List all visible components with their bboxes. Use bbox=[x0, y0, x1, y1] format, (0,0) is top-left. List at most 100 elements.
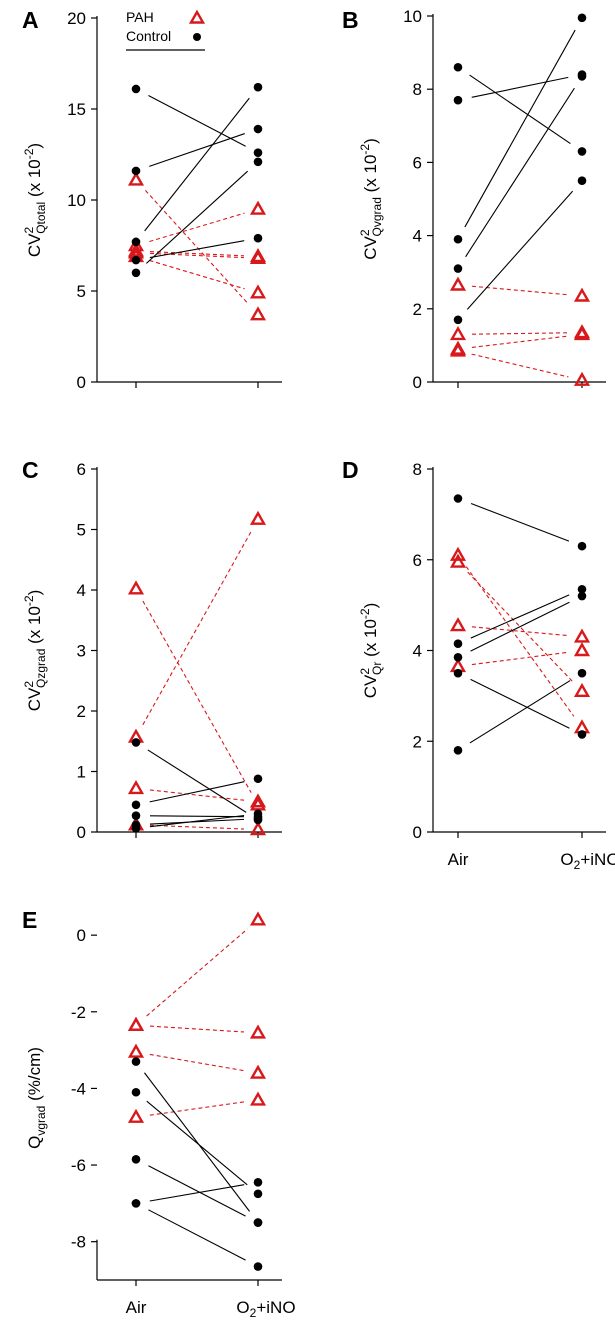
pah-point-o2-ino bbox=[249, 796, 267, 811]
legend-marker-pah bbox=[188, 9, 206, 24]
pah-point-o2-ino bbox=[249, 793, 267, 808]
pah-point-o2-ino bbox=[249, 510, 267, 525]
pah-connector-line bbox=[149, 1025, 245, 1033]
control-point-air bbox=[131, 811, 141, 820]
pah-point-air bbox=[127, 171, 145, 186]
pah-point-o2-ino bbox=[249, 284, 267, 299]
pah-connector-line bbox=[149, 1101, 245, 1116]
control-point-o2-ino bbox=[253, 1177, 263, 1187]
pah-point-o2-ino bbox=[249, 1091, 267, 1106]
control-point-air bbox=[453, 653, 463, 662]
control-connector-line bbox=[464, 29, 576, 228]
y-tick-label: 6 bbox=[413, 153, 422, 172]
pah-connector-line bbox=[471, 651, 569, 666]
pah-connector-line bbox=[149, 824, 245, 830]
legend: PAH Control bbox=[126, 9, 206, 51]
pah-connector-line bbox=[471, 353, 569, 378]
panel-b: B 0 2 4 6 8 10 CV2Qvgrad (x 10-2) bbox=[342, 7, 606, 392]
control-connector-line bbox=[148, 1165, 246, 1217]
control-connector-line bbox=[146, 1100, 248, 1186]
control-point-o2-ino bbox=[577, 13, 587, 23]
y-tick-label: 8 bbox=[413, 460, 422, 479]
control-point-o2-ino bbox=[577, 147, 587, 156]
y-axis-label: CV2Qtotal (x 10-2) bbox=[22, 143, 48, 257]
control-point-o2-ino bbox=[253, 124, 263, 134]
control-point-air bbox=[131, 1155, 141, 1164]
control-connector-line bbox=[471, 76, 569, 98]
y-tick-label: 0 bbox=[77, 823, 86, 842]
control-point-air bbox=[453, 639, 463, 648]
pah-point-o2-ino bbox=[573, 682, 591, 698]
control-point-air bbox=[453, 95, 463, 105]
pah-point-air bbox=[127, 780, 145, 795]
panel-letter: C bbox=[22, 457, 39, 483]
control-connector-line bbox=[149, 1184, 245, 1202]
y-tick-label: 2 bbox=[413, 732, 422, 751]
y-axis-label: CV2Qzgrad (x 10-2) bbox=[22, 590, 48, 712]
pah-point-o2-ino bbox=[573, 287, 591, 302]
x-tick-label-air: Air bbox=[448, 850, 469, 869]
control-point-o2-ino bbox=[253, 774, 263, 784]
panel-c: C 0 1 2 3 4 5 6 CV2Qzgrad (x 10-2) bbox=[22, 457, 282, 842]
control-point-air bbox=[131, 824, 141, 833]
pah-connector-line bbox=[149, 789, 245, 801]
pah-connector-line bbox=[471, 335, 569, 348]
panel-e: E 0 -2 -4 -6 -8 Air O2+iNO Qvgrad (%/cm) bbox=[22, 907, 296, 1320]
pah-connector-line bbox=[149, 252, 245, 259]
pah-point-air bbox=[127, 1016, 145, 1031]
pah-point-air bbox=[127, 1043, 145, 1058]
panel-letter: B bbox=[342, 7, 359, 33]
pah-point-o2-ino bbox=[573, 628, 591, 643]
control-connector-line bbox=[147, 749, 247, 813]
control-connector-line bbox=[149, 815, 245, 818]
control-point-o2-ino bbox=[253, 157, 263, 167]
pah-point-air bbox=[127, 242, 145, 257]
control-point-air bbox=[131, 1057, 141, 1066]
pah-point-o2-ino bbox=[249, 200, 267, 215]
control-point-air bbox=[131, 800, 141, 810]
pah-point-o2-ino bbox=[249, 821, 267, 836]
panel-letter: E bbox=[22, 907, 37, 933]
control-point-air bbox=[453, 315, 463, 325]
control-connector-line bbox=[148, 1209, 246, 1261]
pah-connector-line bbox=[471, 626, 569, 637]
pah-point-air bbox=[449, 342, 467, 357]
y-tick-label: 8 bbox=[413, 80, 422, 99]
control-connector-line bbox=[470, 594, 570, 639]
pah-connector-line bbox=[149, 1053, 245, 1072]
pah-connector-line bbox=[149, 251, 245, 257]
panel-letter: A bbox=[22, 7, 39, 33]
control-connector-line bbox=[465, 87, 575, 258]
y-axis-label: CV2Qvgrad (x 10-2) bbox=[358, 138, 384, 260]
control-point-air bbox=[131, 166, 141, 176]
control-point-air bbox=[131, 84, 141, 94]
pah-point-air bbox=[449, 326, 467, 341]
y-tick-label: 0 bbox=[77, 373, 86, 392]
control-point-air bbox=[131, 268, 141, 278]
control-point-o2-ino bbox=[253, 1262, 263, 1271]
control-connector-line bbox=[470, 601, 570, 652]
y-tick-label: 3 bbox=[77, 642, 86, 661]
control-connector-line bbox=[149, 814, 245, 828]
y-tick-label: 0 bbox=[77, 926, 86, 945]
legend-label-pah: PAH bbox=[126, 9, 154, 25]
y-tick-label: 6 bbox=[77, 460, 86, 479]
y-tick-label: 2 bbox=[77, 702, 86, 721]
y-tick-label: 1 bbox=[77, 763, 86, 782]
y-tick-label: 10 bbox=[403, 7, 422, 26]
y-axis-label: Qvgrad (%/cm) bbox=[25, 1047, 48, 1149]
control-point-air bbox=[453, 746, 463, 755]
panel-letter: D bbox=[342, 457, 359, 483]
pah-connector-line bbox=[149, 259, 245, 290]
pah-point-o2-ino bbox=[249, 911, 267, 926]
control-connector-line bbox=[469, 680, 571, 744]
pah-connector-line bbox=[471, 332, 569, 335]
x-tick-label-o2-ino: O2+iNO bbox=[236, 1298, 295, 1320]
pah-connector-line bbox=[146, 928, 248, 1017]
pah-point-air bbox=[449, 617, 467, 632]
y-tick-label: 0 bbox=[413, 373, 422, 392]
control-connector-line bbox=[470, 503, 570, 542]
control-point-air bbox=[453, 62, 463, 72]
x-tick-label-air: Air bbox=[126, 1298, 147, 1317]
